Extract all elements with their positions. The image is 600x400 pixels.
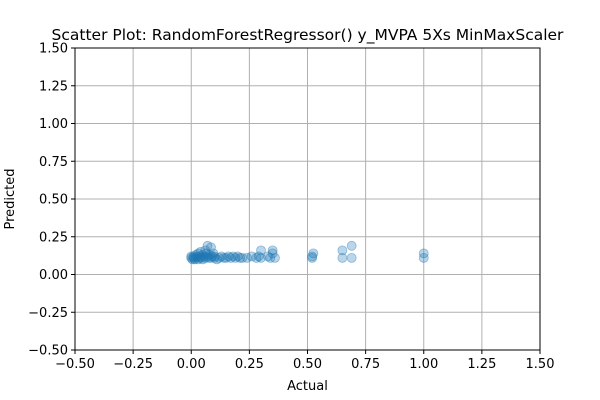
data-point bbox=[206, 252, 216, 263]
chart-title: Scatter Plot: RandomForestRegressor() y_… bbox=[52, 26, 565, 45]
y-tick-label: −0.50 bbox=[28, 344, 68, 359]
data-point bbox=[337, 252, 348, 263]
data-point bbox=[190, 249, 201, 260]
data-point bbox=[214, 252, 225, 263]
y-axis-label: Predicted bbox=[3, 168, 18, 229]
data-point bbox=[209, 252, 220, 263]
x-axis-label: Actual bbox=[287, 379, 328, 394]
data-point bbox=[200, 252, 211, 263]
data-point bbox=[235, 252, 245, 263]
data-point bbox=[193, 248, 204, 259]
data-point bbox=[265, 252, 276, 263]
y-tick-label: 1.50 bbox=[39, 42, 68, 57]
x-tick-label: −0.50 bbox=[55, 357, 95, 372]
x-tick-label: 0.75 bbox=[351, 357, 380, 372]
data-points bbox=[186, 240, 429, 265]
data-point bbox=[418, 248, 429, 259]
data-point bbox=[186, 252, 197, 263]
data-point bbox=[188, 252, 199, 263]
data-point bbox=[307, 252, 318, 263]
data-point bbox=[192, 251, 202, 262]
data-point bbox=[242, 252, 252, 263]
data-point bbox=[203, 252, 214, 263]
data-point bbox=[211, 254, 222, 265]
data-point bbox=[194, 252, 205, 263]
data-point bbox=[337, 245, 348, 256]
x-tick-label: 1.50 bbox=[526, 357, 555, 372]
data-point bbox=[195, 251, 206, 262]
data-point bbox=[208, 248, 219, 259]
data-point bbox=[187, 254, 198, 265]
data-point bbox=[267, 245, 278, 256]
data-point bbox=[201, 248, 212, 259]
data-point bbox=[200, 245, 211, 256]
x-axis-ticks: −0.50 −0.25 0.00 0.25 0.50 0.75 1.00 1.25 1.50 bbox=[55, 350, 554, 372]
x-tick-label: 1.00 bbox=[409, 357, 438, 372]
data-point bbox=[308, 248, 319, 259]
data-point bbox=[186, 251, 197, 262]
data-point bbox=[204, 249, 215, 260]
y-tick-label: 1.00 bbox=[39, 117, 68, 132]
y-tick-label: 1.25 bbox=[39, 79, 68, 94]
data-point bbox=[232, 251, 243, 262]
x-tick-label: −0.25 bbox=[113, 357, 153, 372]
y-tick-label: 0.00 bbox=[39, 268, 68, 283]
data-point bbox=[228, 251, 239, 262]
x-tick-label: 0.25 bbox=[235, 357, 264, 372]
y-tick-label: 0.75 bbox=[39, 155, 68, 170]
data-point bbox=[207, 251, 218, 262]
data-point bbox=[230, 252, 241, 263]
data-point bbox=[225, 252, 236, 263]
data-point bbox=[195, 246, 206, 257]
data-point bbox=[206, 242, 216, 253]
data-point bbox=[253, 251, 264, 262]
data-point bbox=[346, 252, 357, 263]
data-point bbox=[251, 252, 262, 263]
data-point bbox=[218, 252, 229, 263]
x-tick-label: 0.00 bbox=[177, 357, 206, 372]
data-point bbox=[197, 249, 208, 260]
data-point bbox=[418, 252, 429, 263]
y-tick-label: 0.25 bbox=[39, 230, 68, 245]
data-point bbox=[190, 252, 201, 263]
data-point bbox=[216, 251, 227, 262]
data-point bbox=[307, 251, 318, 262]
data-point bbox=[188, 251, 199, 262]
data-point bbox=[199, 251, 209, 262]
data-point bbox=[246, 251, 257, 262]
data-point bbox=[193, 254, 204, 265]
data-point bbox=[196, 252, 207, 263]
data-point bbox=[270, 252, 280, 263]
x-tick-label: 0.50 bbox=[293, 357, 322, 372]
data-point bbox=[221, 252, 232, 263]
data-point bbox=[209, 251, 220, 262]
data-point bbox=[202, 251, 213, 262]
y-axis-ticks: −0.50 −0.25 0.00 0.25 0.50 0.75 1.00 1.25 1.50 bbox=[28, 42, 75, 359]
data-point bbox=[202, 240, 213, 251]
x-tick-label: 1.25 bbox=[467, 357, 496, 372]
data-point bbox=[223, 251, 234, 262]
data-point bbox=[237, 252, 248, 263]
data-point bbox=[256, 245, 266, 256]
data-point bbox=[256, 252, 266, 263]
data-point bbox=[267, 248, 278, 259]
y-tick-label: 0.50 bbox=[39, 193, 68, 208]
data-point bbox=[189, 254, 200, 265]
data-point bbox=[346, 240, 357, 251]
data-point bbox=[263, 251, 273, 262]
data-point bbox=[197, 254, 208, 265]
y-tick-label: −0.25 bbox=[28, 306, 68, 321]
